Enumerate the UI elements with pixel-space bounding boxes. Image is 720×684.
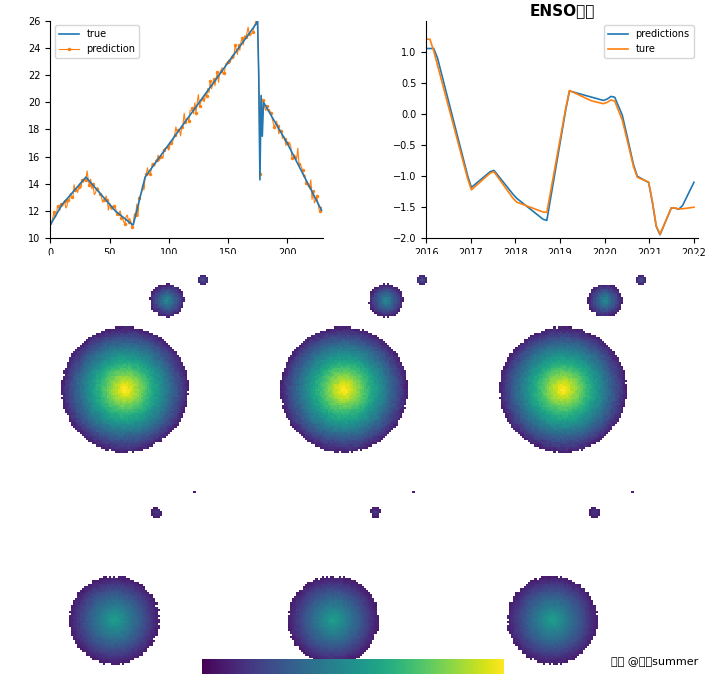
true: [267, 112, 276, 120]
true: [253, 16, 262, 25]
prediction: [318, 203, 326, 211]
predictions: [422, 44, 431, 53]
true: [261, 102, 270, 110]
prediction: [253, 13, 262, 21]
ture: [592, 98, 600, 106]
predictions: [603, 95, 611, 103]
predictions: [459, 157, 468, 165]
predictions: [656, 231, 665, 239]
predictions: [592, 94, 600, 103]
true: [138, 183, 147, 191]
predictions: [572, 89, 581, 97]
Text: 知乎 @海盐summer: 知乎 @海盐summer: [611, 657, 698, 667]
Line: ture: ture: [426, 39, 694, 234]
Legend: predictions, ture: predictions, ture: [604, 25, 693, 58]
predictions: [486, 168, 495, 176]
ture: [690, 203, 698, 211]
ture: [422, 35, 431, 43]
prediction: [127, 223, 136, 231]
true: [96, 189, 104, 198]
ture: [486, 169, 495, 177]
prediction: [254, 71, 263, 79]
ture: [656, 230, 665, 238]
prediction: [269, 118, 277, 126]
true: [316, 204, 325, 212]
prediction: [46, 219, 55, 227]
Line: prediction: prediction: [50, 16, 323, 228]
Title: ENSO预报: ENSO预报: [530, 3, 595, 18]
predictions: [513, 194, 521, 202]
ture: [513, 198, 521, 206]
Line: true: true: [50, 21, 322, 225]
Legend: true, prediction: true, prediction: [55, 25, 139, 58]
ture: [572, 90, 581, 98]
prediction: [140, 186, 148, 194]
true: [298, 169, 307, 177]
X-axis label: 年: 年: [559, 263, 566, 276]
ture: [459, 160, 468, 168]
ture: [603, 98, 611, 107]
prediction: [263, 102, 271, 110]
true: [318, 206, 326, 214]
prediction: [300, 172, 308, 181]
predictions: [690, 179, 698, 187]
prediction: [96, 189, 104, 198]
true: [46, 221, 55, 229]
Line: predictions: predictions: [426, 49, 694, 235]
